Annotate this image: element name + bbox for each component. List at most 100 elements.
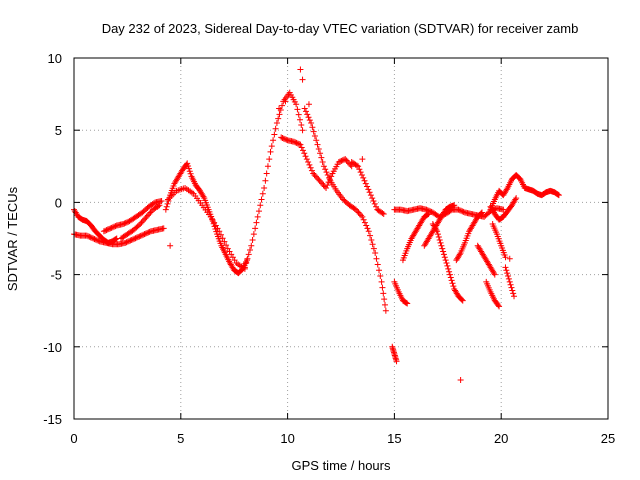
data-point bbox=[279, 134, 286, 141]
data-point bbox=[362, 180, 369, 187]
data-point bbox=[449, 280, 456, 287]
data-point bbox=[141, 216, 148, 223]
data-point bbox=[354, 208, 361, 215]
data-point bbox=[446, 268, 453, 275]
data-point bbox=[135, 234, 142, 241]
data-point bbox=[342, 156, 349, 163]
data-point bbox=[382, 301, 389, 308]
data-point bbox=[496, 303, 503, 310]
data-point bbox=[297, 66, 304, 73]
data-point bbox=[510, 290, 517, 297]
data-point bbox=[404, 300, 411, 307]
data-point bbox=[219, 235, 226, 242]
data-point bbox=[370, 245, 377, 252]
data-point bbox=[128, 236, 135, 243]
data-point bbox=[94, 237, 101, 244]
data-point bbox=[139, 218, 146, 225]
data-point bbox=[244, 255, 251, 262]
data-point bbox=[127, 237, 134, 244]
data-point bbox=[343, 157, 350, 164]
data-point bbox=[380, 290, 387, 297]
data-point bbox=[446, 271, 453, 278]
data-point bbox=[294, 106, 301, 113]
data-point bbox=[123, 219, 130, 226]
data-point bbox=[319, 180, 326, 187]
chart-title: Day 232 of 2023, Sidereal Day-to-day VTE… bbox=[102, 21, 579, 36]
data-point bbox=[437, 239, 444, 246]
data-point bbox=[403, 299, 410, 306]
data-point bbox=[311, 171, 318, 178]
data-point bbox=[124, 238, 131, 245]
data-point bbox=[457, 377, 464, 384]
data-point bbox=[123, 239, 130, 246]
data-point bbox=[275, 115, 282, 122]
data-point bbox=[451, 202, 458, 209]
data-point bbox=[85, 233, 92, 240]
data-point bbox=[108, 224, 115, 231]
data-point bbox=[440, 251, 447, 258]
data-point bbox=[167, 242, 174, 249]
data-point bbox=[270, 137, 277, 144]
data-point bbox=[363, 222, 370, 229]
data-point bbox=[144, 230, 151, 237]
data-point bbox=[372, 249, 379, 256]
data-point bbox=[158, 197, 165, 204]
data-point bbox=[200, 193, 207, 200]
data-point bbox=[355, 163, 362, 170]
data-point bbox=[312, 173, 319, 180]
data-point bbox=[356, 210, 363, 217]
data-point bbox=[296, 141, 303, 148]
data-point bbox=[318, 154, 325, 161]
data-point bbox=[299, 127, 306, 134]
y-tick-label: 10 bbox=[48, 51, 62, 66]
data-point bbox=[448, 277, 455, 284]
x-axis-label: GPS time / hours bbox=[292, 458, 391, 473]
data-point bbox=[109, 224, 116, 231]
data-point bbox=[120, 221, 127, 228]
data-point bbox=[299, 147, 306, 154]
data-point bbox=[216, 228, 223, 235]
data-point bbox=[273, 119, 280, 126]
data-point bbox=[364, 183, 371, 190]
y-tick-label: 0 bbox=[55, 195, 62, 210]
data-point bbox=[267, 148, 274, 155]
data-point bbox=[434, 231, 441, 238]
data-point bbox=[382, 307, 389, 314]
data-point bbox=[364, 225, 371, 232]
data-point bbox=[447, 274, 454, 281]
x-tick-label: 15 bbox=[387, 431, 401, 446]
data-point bbox=[314, 141, 321, 148]
y-axis-label: SDTVAR / TECUs bbox=[5, 186, 20, 291]
data-point bbox=[295, 111, 302, 118]
data-point bbox=[315, 145, 322, 152]
data-point bbox=[136, 233, 143, 240]
data-point bbox=[506, 255, 513, 262]
data-point bbox=[252, 225, 259, 232]
data-point bbox=[143, 213, 150, 220]
data-point bbox=[160, 225, 167, 232]
data-point bbox=[320, 163, 327, 170]
data-point bbox=[352, 206, 359, 213]
data-point bbox=[460, 208, 467, 215]
data-point bbox=[317, 150, 324, 157]
data-point bbox=[87, 234, 94, 241]
data-point bbox=[249, 236, 256, 243]
data-point bbox=[309, 124, 316, 131]
data-point bbox=[299, 76, 306, 83]
data-point bbox=[445, 265, 452, 272]
data-point bbox=[508, 284, 515, 291]
data-point bbox=[323, 169, 330, 176]
data-point bbox=[377, 273, 384, 280]
data-point bbox=[106, 225, 113, 232]
data-point bbox=[337, 158, 344, 165]
data-point bbox=[504, 270, 511, 277]
x-tick-label: 25 bbox=[601, 431, 615, 446]
data-point bbox=[436, 236, 443, 243]
data-point bbox=[303, 156, 310, 163]
data-point bbox=[255, 208, 262, 215]
data-point bbox=[324, 182, 331, 189]
data-point bbox=[250, 231, 257, 238]
data-point bbox=[135, 222, 142, 229]
data-point bbox=[512, 196, 519, 203]
